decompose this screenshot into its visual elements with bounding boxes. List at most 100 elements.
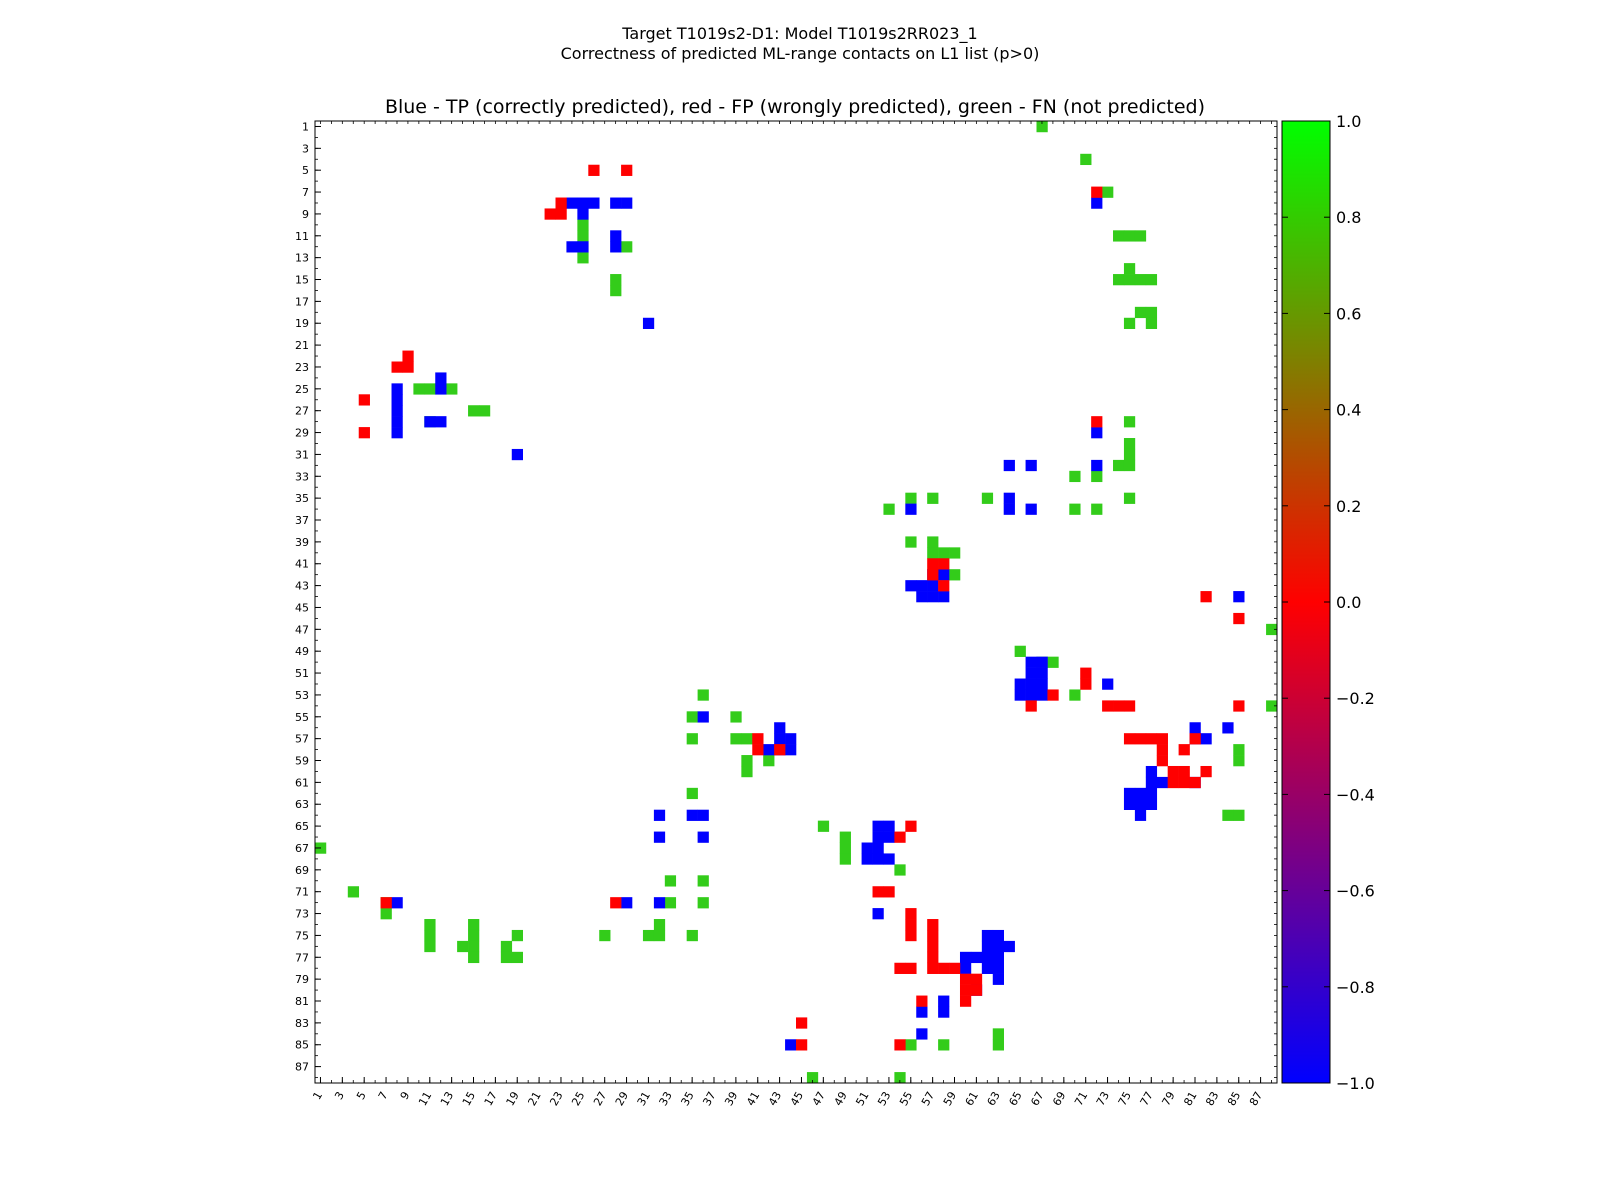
fp-cell	[1123, 733, 1136, 745]
fp-cell	[959, 984, 972, 996]
colorbar-tick-label: −0.8	[1336, 978, 1375, 997]
fp-cell	[905, 962, 917, 974]
fn-cell	[686, 787, 698, 800]
fn-cell	[1069, 503, 1081, 515]
fn-cell	[468, 940, 480, 953]
fp-cell	[1134, 733, 1147, 745]
fn-cell	[511, 951, 523, 964]
y-tick-label: 11	[295, 230, 309, 243]
y-tick-label: 29	[295, 427, 309, 440]
fn-cell	[577, 230, 589, 242]
colorbar-tick-label: 1.0	[1336, 112, 1361, 131]
tp-cell	[621, 197, 633, 209]
fn-cell	[500, 940, 513, 953]
tp-cell	[883, 820, 895, 832]
fp-cell	[872, 886, 884, 898]
fn-cell	[839, 831, 851, 843]
tp-cell	[1091, 197, 1103, 209]
fp-cell	[905, 820, 917, 832]
fp-cell	[1233, 612, 1245, 625]
fp-cell	[610, 897, 622, 909]
fn-cell	[1145, 306, 1158, 319]
fn-cell	[1123, 492, 1136, 504]
fn-cell	[949, 569, 961, 581]
fn-cell	[905, 492, 917, 504]
tp-cell	[610, 197, 622, 209]
fn-cell	[992, 1039, 1004, 1051]
y-tick-label: 47	[295, 623, 309, 636]
y-tick-label: 87	[295, 1061, 309, 1074]
tp-cell	[1014, 689, 1026, 701]
y-tick-label: 57	[295, 733, 309, 746]
tp-cell	[1003, 503, 1015, 515]
x-tick-label: 57	[919, 1089, 937, 1108]
suptitle-line2: Correctness of predicted ML-range contac…	[561, 44, 1040, 63]
x-tick-label: 81	[1181, 1089, 1199, 1108]
fp-cell	[1200, 591, 1212, 603]
fp-cell	[1178, 744, 1190, 756]
x-tick-label: 55	[897, 1089, 915, 1108]
fp-cell	[905, 908, 917, 920]
fn-cell	[1266, 623, 1278, 636]
tp-cell	[981, 951, 994, 964]
fn-cell	[468, 929, 480, 942]
tp-cell	[653, 831, 666, 843]
tp-cell	[938, 569, 950, 581]
tp-cell	[774, 722, 786, 734]
fp-cell	[774, 744, 786, 756]
y-tick-label: 35	[295, 492, 309, 505]
tp-cell	[1036, 689, 1048, 701]
tp-cell	[774, 733, 786, 745]
tp-cell	[686, 809, 698, 821]
tp-cell	[916, 1028, 928, 1040]
fn-cell	[1069, 689, 1081, 701]
tp-cell	[861, 853, 873, 865]
tp-cell	[970, 951, 983, 964]
tp-cell	[1036, 678, 1048, 690]
x-tick-label: 9	[398, 1089, 413, 1102]
fn-cell	[697, 875, 709, 887]
tp-cell	[872, 853, 884, 865]
y-tick-label: 69	[295, 864, 309, 877]
tp-cell	[391, 416, 403, 428]
x-tick-label: 23	[547, 1089, 565, 1108]
colorbar-tick-label: 0.6	[1336, 304, 1361, 323]
y-tick-label: 43	[295, 580, 309, 593]
tp-cell	[1003, 459, 1015, 472]
fp-cell	[358, 394, 370, 406]
y-tick-label: 67	[295, 842, 309, 855]
fn-cell	[938, 547, 950, 559]
fn-cell	[927, 492, 939, 504]
tp-cell	[883, 831, 895, 843]
fn-cell	[1145, 317, 1158, 329]
y-tick-label: 23	[295, 361, 309, 374]
fn-cell	[424, 919, 436, 931]
x-tick-label: 83	[1203, 1089, 1221, 1108]
fp-cell	[1156, 733, 1168, 745]
x-tick-label: 25	[569, 1089, 587, 1108]
fn-cell	[1123, 263, 1136, 275]
colorbar-tick-label: −0.4	[1336, 785, 1375, 804]
x-tick-label: 5	[354, 1089, 369, 1102]
x-tick-label: 15	[460, 1089, 478, 1108]
suptitle-line1: Target T1019s2-D1: Model T1019s2RR023_1	[621, 24, 977, 44]
x-tick-label: 35	[678, 1089, 696, 1108]
fp-cell	[883, 886, 895, 898]
tp-cell	[577, 208, 589, 220]
fp-cell	[927, 962, 939, 974]
tp-cell	[1102, 678, 1114, 690]
x-tick-label: 13	[438, 1089, 456, 1108]
colorbar-tick-label: −1.0	[1336, 1074, 1375, 1093]
fn-cell	[741, 733, 753, 745]
fp-cell	[1189, 776, 1201, 789]
y-tick-label: 71	[295, 886, 309, 899]
tp-cell	[916, 591, 928, 603]
tp-cell	[1014, 678, 1026, 690]
fn-cell	[610, 274, 622, 286]
fp-cell	[555, 197, 567, 209]
fp-cell	[402, 361, 414, 373]
fn-cell	[883, 503, 895, 515]
fn-cell	[1036, 121, 1048, 133]
x-tick-label: 27	[591, 1089, 609, 1108]
tp-cell	[959, 962, 972, 974]
